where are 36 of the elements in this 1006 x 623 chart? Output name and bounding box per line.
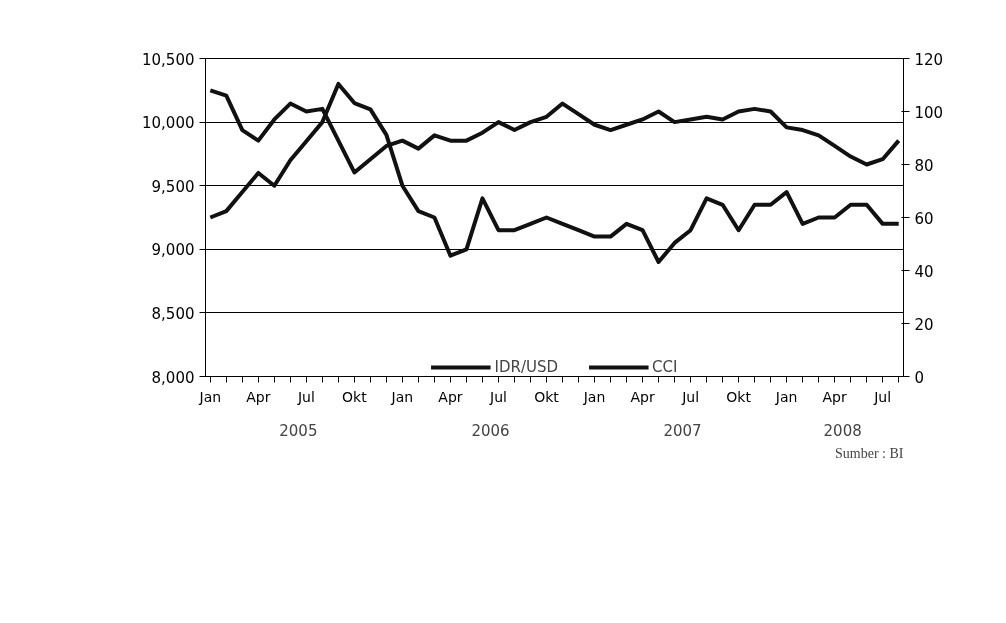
x-tick-label: Apr — [438, 388, 463, 405]
y-tick-label: 10,000 — [142, 114, 195, 133]
y2-tick-label: 20 — [914, 315, 934, 334]
x-tick-label: Apr — [822, 388, 848, 405]
x-tick-label: Jan — [774, 388, 798, 405]
x-tick-label: Jul — [873, 388, 892, 405]
x-tick-label: Jan — [390, 388, 414, 405]
y2-tick-label: 100 — [914, 103, 944, 122]
x-tick-label: Jul — [489, 388, 507, 405]
x-tick-label: Jul — [296, 388, 315, 405]
x-tick-label: Okt — [342, 388, 368, 405]
y-tick-label: 9,500 — [151, 177, 195, 196]
legend-label: IDR/USD — [494, 358, 559, 376]
y-tick-label: 8,000 — [151, 368, 195, 387]
text: 2006 — [471, 421, 510, 440]
y-tick-label: 8,500 — [151, 304, 195, 323]
y-tick-label: 9,000 — [151, 241, 195, 260]
x-tick-label: Okt — [534, 388, 560, 405]
y-tick-label: 10,500 — [142, 50, 195, 69]
text: 2005 — [279, 421, 318, 440]
y2-tick-label: 0 — [914, 368, 925, 387]
y2-tick-label: 120 — [914, 50, 944, 69]
x-tick-label: Jan — [198, 388, 222, 405]
y2-tick-label: 60 — [914, 209, 934, 228]
legend-label: CCI — [652, 358, 678, 376]
x-tick-label: Apr — [246, 388, 271, 405]
y2-tick-label: 40 — [914, 262, 934, 281]
x-tick-label: Jan — [582, 388, 606, 405]
text: Sumber : BI — [835, 445, 904, 461]
x-tick-label: Jul — [681, 388, 700, 405]
x-tick-label: Apr — [630, 388, 655, 405]
x-tick-label: Okt — [726, 388, 752, 405]
text: 2007 — [663, 421, 702, 440]
text: 2008 — [823, 421, 862, 440]
line-series — [208, 81, 901, 265]
y2-tick-label: 80 — [914, 156, 934, 175]
